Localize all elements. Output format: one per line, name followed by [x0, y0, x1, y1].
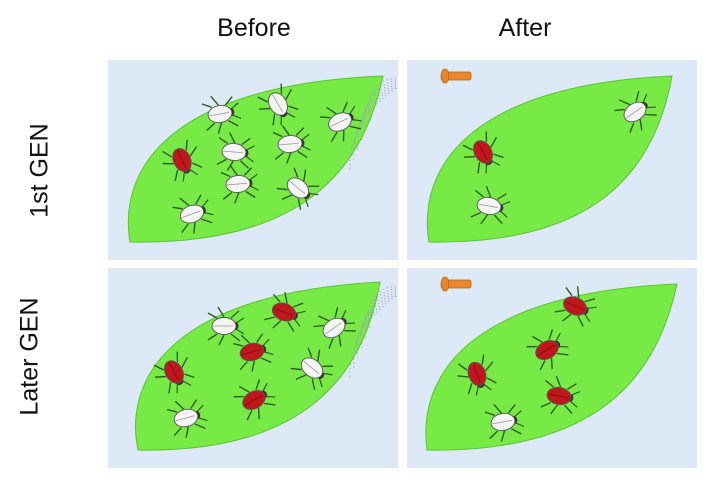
spray-mist	[349, 285, 397, 379]
susceptible-bug-icon	[313, 306, 356, 349]
susceptible-bug-icon	[257, 83, 299, 126]
susceptible-bug-icon	[167, 399, 208, 438]
resistant-bug-icon	[162, 139, 203, 182]
susceptible-bug-icon	[614, 90, 657, 133]
panel-first-gen-after	[407, 60, 697, 260]
resistant-bug-icon	[540, 375, 581, 415]
resistant-bug-icon	[264, 291, 306, 332]
susceptible-bug-icon	[484, 403, 525, 442]
resistant-bug-icon	[153, 351, 195, 394]
row-header-later-gen: Later GEN	[15, 297, 44, 416]
susceptible-bug-icon	[470, 185, 511, 225]
susceptible-bug-icon	[216, 132, 255, 171]
susceptible-bug-icon	[319, 101, 362, 142]
panel-later-gen-before	[108, 268, 398, 468]
column-header-before: Before	[217, 14, 291, 42]
susceptible-bug-icon	[290, 347, 334, 390]
leaf	[127, 75, 384, 243]
resistant-bug-icon	[462, 131, 504, 174]
column-header-after: After	[498, 14, 552, 42]
spray-mist	[349, 77, 397, 171]
susceptible-bug-icon	[172, 194, 214, 234]
susceptible-bug-icon	[220, 165, 259, 204]
resistant-bug-icon	[233, 333, 274, 372]
susceptible-bug-icon	[201, 95, 242, 134]
leaf	[135, 281, 381, 451]
resistant-bug-icon	[526, 329, 569, 371]
panel-later-gen-after	[407, 268, 697, 468]
sprayer-icon	[440, 276, 472, 292]
panel-first-gen-before	[108, 60, 398, 260]
resistant-bug-icon	[233, 379, 276, 421]
susceptible-bug-icon	[272, 125, 311, 164]
susceptible-bug-icon	[207, 306, 245, 346]
resistant-bug-icon	[554, 286, 597, 327]
susceptible-bug-icon	[276, 167, 320, 210]
resistant-bug-icon	[457, 354, 497, 396]
row-header-first-gen: 1st GEN	[25, 123, 54, 218]
sprayer-icon	[440, 68, 472, 84]
